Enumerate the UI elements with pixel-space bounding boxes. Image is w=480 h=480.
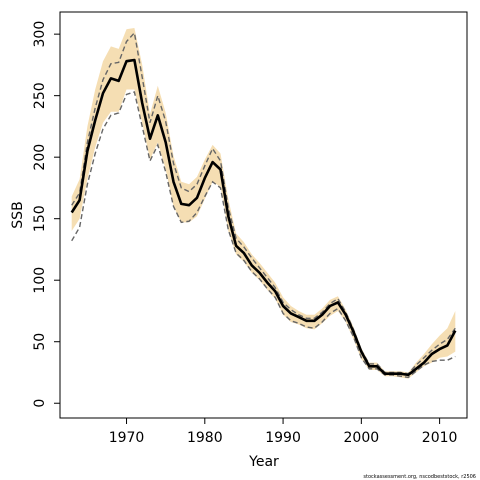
dashed-lower-line	[71, 91, 456, 379]
x-axis: 1970 1980 1990 2000 2010	[109, 418, 458, 446]
x-axis-title: Year	[248, 454, 279, 470]
x-tick-label: 2000	[344, 430, 380, 446]
y-tick-label: 50	[32, 333, 48, 351]
y-tick-label: 0	[32, 399, 48, 408]
credit-text: stockassessment.org, nscodbeststock, r25…	[363, 474, 476, 480]
x-tick-label: 2010	[422, 430, 458, 446]
y-tick-label: 250	[32, 82, 48, 109]
x-tick-label: 1990	[265, 430, 301, 446]
estimate-line	[70, 58, 457, 377]
confidence-band	[71, 28, 456, 379]
y-axis: 0 50 100 150 200 250 300	[32, 21, 60, 408]
y-tick-label: 150	[32, 205, 48, 232]
y-tick-label: 300	[32, 21, 48, 48]
y-tick-label: 100	[32, 267, 48, 294]
plot-frame	[59, 11, 468, 419]
y-axis-title: SSB	[10, 201, 26, 228]
x-tick-label: 1970	[109, 430, 145, 446]
plot-area	[70, 28, 457, 379]
x-tick-label: 1980	[187, 430, 223, 446]
y-tick-label: 200	[32, 144, 48, 171]
